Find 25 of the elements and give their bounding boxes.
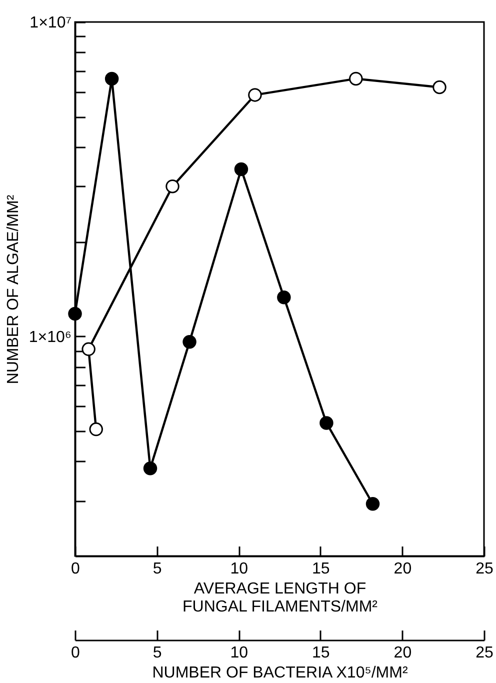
point — [234, 162, 248, 176]
x-tick-label: 20 — [394, 560, 412, 578]
point — [366, 497, 380, 511]
x-tick-label: 0 — [71, 560, 80, 578]
x-tick-label: 25 — [476, 560, 494, 578]
point — [68, 306, 82, 321]
x2-tick-label: 15 — [312, 644, 330, 662]
y-axis-title: NUMBER OF ALGAE/MM² — [4, 194, 22, 384]
x2-axis-title: NUMBER OF BACTERIA X10⁵/MM² — [152, 664, 408, 682]
x-axis-title: AVERAGE LENGTH OF FUNGAL FILAMENTS/MM² — [182, 580, 378, 616]
x2-tick-label: 25 — [476, 644, 494, 662]
x-tick-label: 15 — [312, 560, 330, 578]
x2-tick-label: 0 — [71, 644, 80, 662]
point — [182, 335, 196, 349]
point — [143, 462, 158, 476]
y-tick-label: 1×10⁶ — [28, 328, 72, 346]
x2-tick-label: 20 — [394, 644, 412, 662]
point — [320, 416, 334, 430]
point — [104, 72, 119, 86]
point — [277, 290, 291, 304]
x-tick-label: 10 — [230, 560, 248, 578]
x-tick-label: 5 — [152, 560, 162, 578]
x2-tick-label: 5 — [152, 644, 162, 662]
x2-tick-label: 10 — [230, 644, 248, 662]
y-tick-label: 1×10⁷ — [30, 14, 72, 32]
